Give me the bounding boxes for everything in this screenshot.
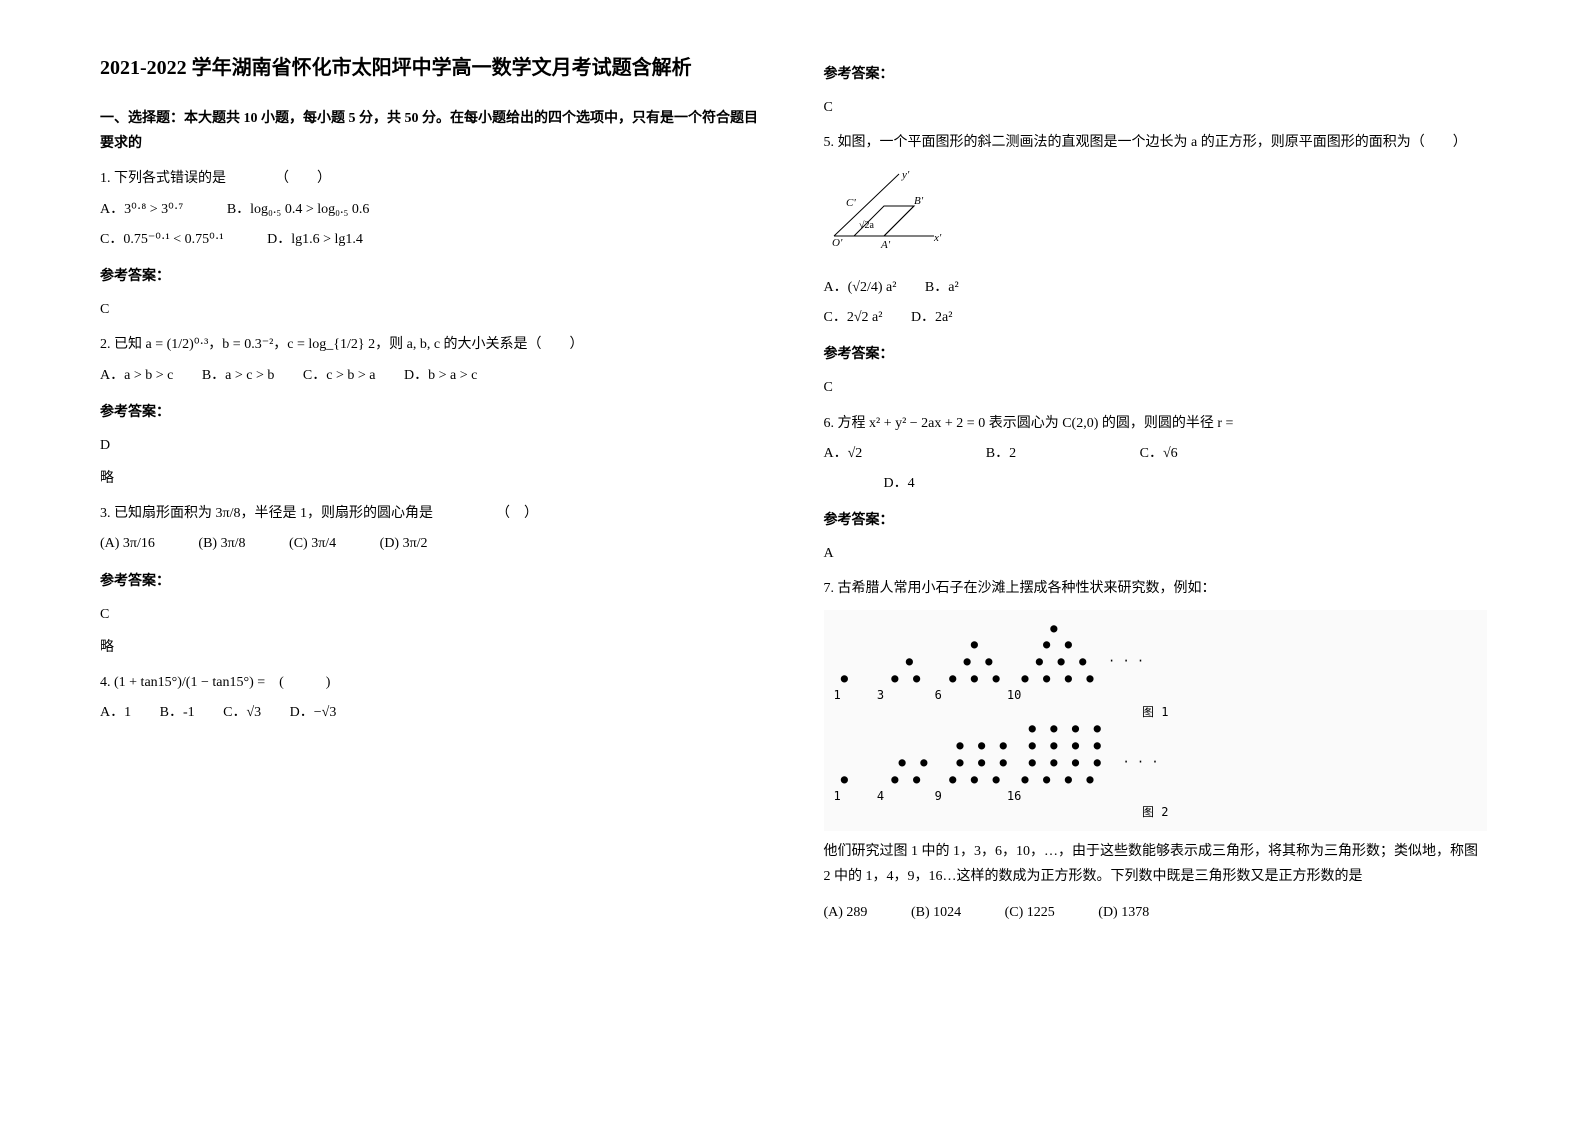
q7-figure-1: ● ● ● ● ● ● ● ● ● ● · · · ● ● ● ● ● ● ● … [824, 610, 1488, 832]
q2-answer-label: 参考答案： [100, 400, 764, 425]
section-1-head: 一、选择题：本大题共 10 小题，每小题 5 分，共 50 分。在每小题给出的四… [100, 106, 764, 156]
svg-text:C': C' [846, 197, 856, 209]
q6-answer-label: 参考答案： [824, 508, 1488, 533]
dot-row: ● ● ● ● ● ● ● ● ● ● [834, 670, 1478, 687]
fig2-label: 图 2 [834, 804, 1478, 821]
dot-row: ● ● ● ● ● ● ● ● ● · · · [834, 754, 1478, 771]
q2-opt-d: D．b > a > c [404, 363, 477, 388]
q7-opt-d: (D) 1378 [1098, 900, 1149, 925]
svg-text:y': y' [901, 169, 910, 181]
dot-row: ● ● ● ● ● ● ● ● ● ● [834, 771, 1478, 788]
q5-opt-b: B．a² [925, 275, 959, 300]
q6-opt-c: C．√6 [1140, 441, 1178, 466]
svg-text:√2a: √2a [859, 220, 874, 231]
q6-stem: 6. 方程 x² + y² − 2ax + 2 = 0 表示圆心为 C(2,0)… [824, 411, 1488, 436]
oblique-square-svg: O' A' x' y' C' B' √2a [824, 166, 944, 256]
q5-options: A．(√2/4) a² B．a² [824, 275, 1488, 300]
dot-row: ● [834, 620, 1478, 637]
q1-options: A．3⁰·⁸ > 3⁰·⁷ B．log₀.₅ 0.4 > log₀.₅ 0.6 [100, 197, 764, 222]
dot-row: ● ● ● ● ● ● · · · [834, 653, 1478, 670]
q7-opt-a: (A) 289 [824, 900, 868, 925]
dot-row: ● ● ● [834, 636, 1478, 653]
fig1-label: 图 1 [834, 704, 1478, 721]
right-column: 参考答案： C 5. 如图，一个平面图形的斜二测画法的直观图是一个边长为 a 的… [824, 50, 1488, 1072]
q4-options: A．1 B．-1 C．√3 D．−√3 [100, 700, 764, 725]
exam-title: 2021-2022 学年湖南省怀化市太阳坪中学高一数学文月考试题含解析 [100, 50, 764, 86]
q4-answer-label: 参考答案： [824, 62, 1488, 87]
question-6: 6. 方程 x² + y² − 2ax + 2 = 0 表示圆心为 C(2,0)… [824, 411, 1488, 497]
q5-opt-d: D．2a² [911, 305, 953, 330]
q2-answer: D [100, 433, 764, 458]
q4-opt-d: D．−√3 [290, 700, 337, 725]
q3-opt-c: (C) 3π/4 [289, 531, 336, 556]
q5-answer-label: 参考答案： [824, 342, 1488, 367]
q1-opt-a: A．3⁰·⁸ > 3⁰·⁷ [100, 197, 183, 222]
question-7: 7. 古希腊人常用小石子在沙滩上摆成各种性状来研究数，例如： ● ● ● ● ●… [824, 576, 1488, 924]
q1-stem: 1. 下列各式错误的是 （ ） [100, 166, 764, 191]
svg-text:A': A' [880, 239, 891, 251]
q1-opt-c: C．0.75⁻⁰·¹ < 0.75⁰·¹ [100, 227, 224, 252]
question-4: 4. (1 + tan15°)/(1 − tan15°) = ( ) A．1 B… [100, 670, 764, 725]
q1-opt-d: D．lg1.6 > lg1.4 [267, 227, 363, 252]
q5-stem: 5. 如图，一个平面图形的斜二测画法的直观图是一个边长为 a 的正方形，则原平面… [824, 130, 1488, 155]
q3-answer: C [100, 602, 764, 627]
q5-options-2: C．2√2 a² D．2a² [824, 305, 1488, 330]
q6-opt-d: D．4 [884, 471, 915, 496]
q3-opt-d: (D) 3π/2 [380, 531, 428, 556]
q2-opt-a: A．a > b > c [100, 363, 173, 388]
q5-opt-c: C．2√2 a² [824, 305, 883, 330]
question-3: 3. 已知扇形面积为 3π/8，半径是 1，则扇形的圆心角是 （ ） (A) 3… [100, 501, 764, 556]
q6-answer: A [824, 541, 1488, 566]
q6-opt-b: B．2 [986, 441, 1016, 466]
question-5: 5. 如图，一个平面图形的斜二测画法的直观图是一个边长为 a 的正方形，则原平面… [824, 130, 1488, 330]
q4-stem: 4. (1 + tan15°)/(1 − tan15°) = ( ) [100, 670, 764, 695]
q1-options-2: C．0.75⁻⁰·¹ < 0.75⁰·¹ D．lg1.6 > lg1.4 [100, 227, 764, 252]
q2-options: A．a > b > c B．a > c > b C．c > b > a D．b … [100, 363, 764, 388]
q4-opt-b: B．-1 [160, 700, 195, 725]
q2-stem: 2. 已知 a = (1/2)⁰·³，b = 0.3⁻²，c = log_{1/… [100, 332, 764, 357]
q3-options: (A) 3π/16 (B) 3π/8 (C) 3π/4 (D) 3π/2 [100, 531, 764, 556]
svg-text:O': O' [832, 237, 843, 249]
q7-opt-b: (B) 1024 [911, 900, 961, 925]
dot-row: ● ● ● ● [834, 720, 1478, 737]
left-column: 2021-2022 学年湖南省怀化市太阳坪中学高一数学文月考试题含解析 一、选择… [100, 50, 764, 1072]
q5-figure: O' A' x' y' C' B' √2a [824, 166, 1488, 265]
q3-answer-label: 参考答案： [100, 569, 764, 594]
q6-options: A．√2 B．2 C．√6 [824, 441, 1488, 466]
q6-opt-a: A．√2 [824, 441, 863, 466]
q5-opt-a: A．(√2/4) a² [824, 275, 897, 300]
q7-stem1: 7. 古希腊人常用小石子在沙滩上摆成各种性状来研究数，例如： [824, 576, 1488, 601]
q4-answer: C [824, 95, 1488, 120]
fig2-numbers: 1 4 9 16 [834, 788, 1478, 805]
q2-lue: 略 [100, 466, 764, 491]
q3-lue: 略 [100, 635, 764, 660]
q2-opt-c: C．c > b > a [303, 363, 376, 388]
question-1: 1. 下列各式错误的是 （ ） A．3⁰·⁸ > 3⁰·⁷ B．log₀.₅ 0… [100, 166, 764, 252]
q1-opt-b: B．log₀.₅ 0.4 > log₀.₅ 0.6 [227, 197, 370, 222]
fig1-numbers: 1 3 6 10 [834, 687, 1478, 704]
q3-opt-b: (B) 3π/8 [198, 531, 245, 556]
q4-opt-c: C．√3 [223, 700, 261, 725]
q7-options: (A) 289 (B) 1024 (C) 1225 (D) 1378 [824, 900, 1488, 925]
q7-opt-c: (C) 1225 [1005, 900, 1055, 925]
q4-opt-a: A．1 [100, 700, 131, 725]
q7-stem2: 他们研究过图 1 中的 1，3，6，10，…，由于这些数能够表示成三角形，将其称… [824, 839, 1488, 889]
q3-opt-a: (A) 3π/16 [100, 531, 155, 556]
question-2: 2. 已知 a = (1/2)⁰·³，b = 0.3⁻²，c = log_{1/… [100, 332, 764, 387]
q2-opt-b: B．a > c > b [202, 363, 275, 388]
q6-options-2: D．4 [824, 471, 1488, 496]
q5-answer: C [824, 375, 1488, 400]
svg-text:B': B' [914, 195, 924, 207]
q1-answer: C [100, 297, 764, 322]
svg-text:x': x' [933, 232, 942, 244]
dot-row: ● ● ● ● ● ● ● [834, 737, 1478, 754]
q1-answer-label: 参考答案： [100, 264, 764, 289]
q3-stem: 3. 已知扇形面积为 3π/8，半径是 1，则扇形的圆心角是 （ ） [100, 501, 764, 526]
